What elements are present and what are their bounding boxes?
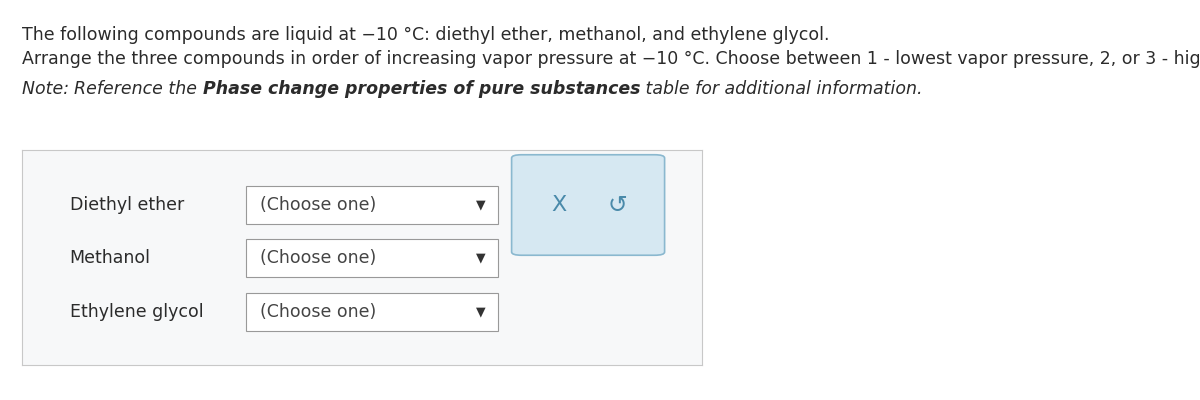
Text: (Choose one): (Choose one) xyxy=(260,196,377,214)
Text: Reference the: Reference the xyxy=(74,80,203,98)
Text: X: X xyxy=(552,195,566,215)
Text: Ethylene glycol: Ethylene glycol xyxy=(70,303,203,321)
Text: Diethyl ether: Diethyl ether xyxy=(70,196,184,214)
Text: (Choose one): (Choose one) xyxy=(260,249,377,267)
Text: ▼: ▼ xyxy=(476,252,486,264)
Text: ▼: ▼ xyxy=(476,306,486,318)
Text: ▼: ▼ xyxy=(476,198,486,212)
Text: table for additional information.: table for additional information. xyxy=(641,80,923,98)
FancyBboxPatch shape xyxy=(511,155,665,255)
Text: ↺: ↺ xyxy=(607,193,626,217)
Text: Phase change properties of pure substances: Phase change properties of pure substanc… xyxy=(203,80,641,98)
Text: Methanol: Methanol xyxy=(70,249,151,267)
Text: (Choose one): (Choose one) xyxy=(260,303,377,321)
FancyBboxPatch shape xyxy=(246,293,498,331)
Text: Note:: Note: xyxy=(22,80,74,98)
FancyBboxPatch shape xyxy=(246,239,498,277)
Text: Arrange the three compounds in order of increasing vapor pressure at −10 °C. Cho: Arrange the three compounds in order of … xyxy=(22,50,1200,68)
Text: The following compounds are liquid at −10 °C: diethyl ether, methanol, and ethyl: The following compounds are liquid at −1… xyxy=(22,26,829,44)
FancyBboxPatch shape xyxy=(246,186,498,224)
